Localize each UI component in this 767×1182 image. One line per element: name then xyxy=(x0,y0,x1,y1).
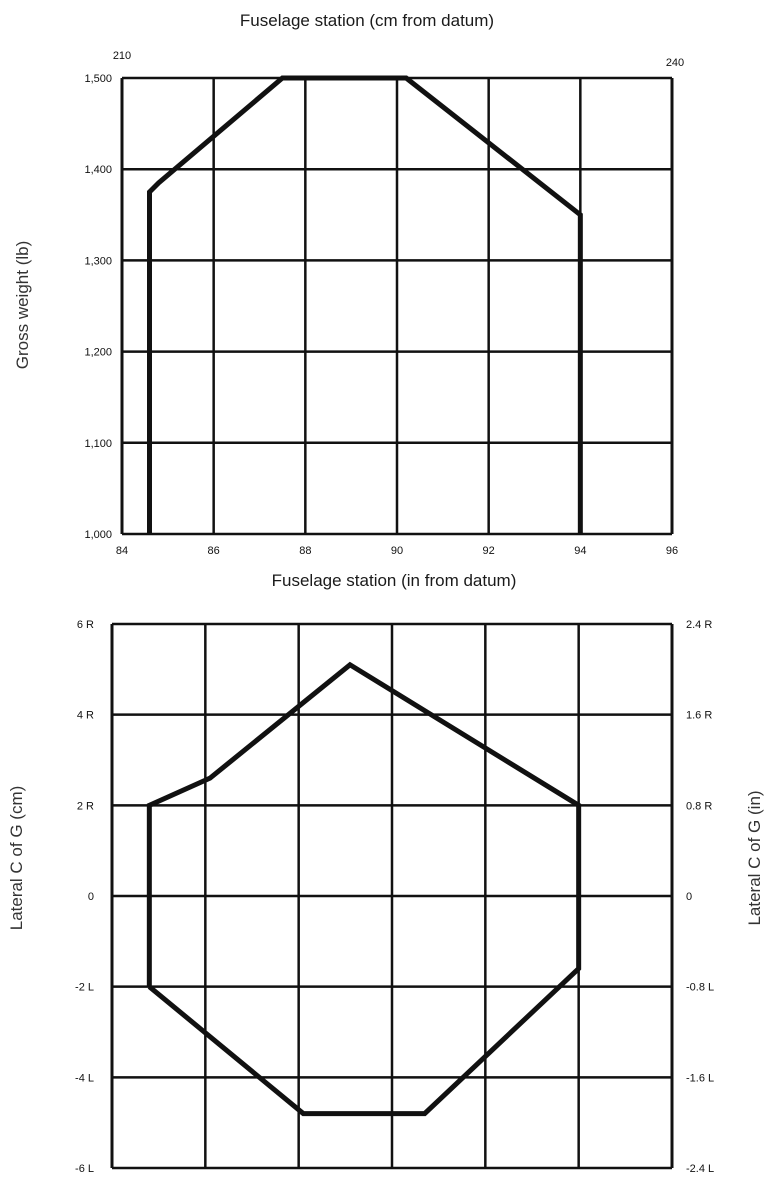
right-y-tick-label: 2.4 R xyxy=(686,619,712,631)
right-y-axis-label: Lateral C of G (in) xyxy=(745,790,764,925)
bottom-chart-left-tick-labels: -6 L -4 L -2 L 0 2 R 4 R 6 R xyxy=(75,619,94,1175)
y-tick-label: 1,400 xyxy=(84,164,112,176)
bottom-chart-grid xyxy=(110,622,674,1170)
right-y-tick-label: 1.6 R xyxy=(686,710,712,722)
left-y-tick-label: 4 R xyxy=(77,710,94,722)
top-chart-y-tick-labels: 1,000 1,100 1,200 1,300 1,400 1,500 xyxy=(84,73,112,541)
x-axis-label: Fuselage station (in from datum) xyxy=(272,571,517,590)
right-y-tick-label: -0.8 L xyxy=(686,982,714,994)
chart-title: Fuselage station (cm from datum) xyxy=(240,11,494,30)
top-axis-label-left: 210 xyxy=(113,50,131,62)
x-tick-label: 92 xyxy=(483,545,495,557)
right-y-tick-label: -1.6 L xyxy=(686,1072,714,1084)
top-chart-x-tick-labels: 84 86 88 90 92 94 96 xyxy=(116,545,678,557)
y-tick-label: 1,000 xyxy=(84,529,112,541)
x-tick-label: 94 xyxy=(574,545,586,557)
lateral-cg-chart: -6 L -4 L -2 L 0 2 R 4 R 6 R -2.4 L -1.6 L -0.8 … xyxy=(7,619,764,1175)
cg-envelope-line xyxy=(147,75,583,534)
cg-envelope-chart: Fuselage station (cm from datum) 210 240… xyxy=(13,11,684,590)
x-tick-label: 96 xyxy=(666,545,678,557)
y-axis-label: Gross weight (lb) xyxy=(13,241,32,369)
y-tick-label: 1,100 xyxy=(84,438,112,450)
right-y-tick-label: 0 xyxy=(686,891,692,903)
left-y-tick-label: 6 R xyxy=(77,619,94,631)
left-y-axis-label: Lateral C of G (cm) xyxy=(7,786,26,931)
right-y-tick-label: -2.4 L xyxy=(686,1163,714,1175)
y-tick-label: 1,500 xyxy=(84,73,112,85)
left-y-tick-label: -2 L xyxy=(75,982,94,994)
left-y-tick-label: -4 L xyxy=(75,1072,94,1084)
x-tick-label: 84 xyxy=(116,545,128,557)
right-y-tick-label: 0.8 R xyxy=(686,800,712,812)
left-y-tick-label: 0 xyxy=(88,891,94,903)
y-tick-label: 1,200 xyxy=(84,347,112,359)
left-y-tick-label: 2 R xyxy=(77,800,94,812)
x-tick-label: 86 xyxy=(208,545,220,557)
top-axis-label-right: 240 xyxy=(666,57,684,69)
left-y-tick-label: -6 L xyxy=(75,1163,94,1175)
x-tick-label: 90 xyxy=(391,545,403,557)
y-tick-label: 1,300 xyxy=(84,255,112,267)
bottom-chart-right-tick-labels: -2.4 L -1.6 L -0.8 L 0 0.8 R 1.6 R 2.4 R xyxy=(686,619,714,1175)
x-tick-label: 88 xyxy=(299,545,311,557)
lateral-cg-envelope-line xyxy=(146,661,582,1117)
